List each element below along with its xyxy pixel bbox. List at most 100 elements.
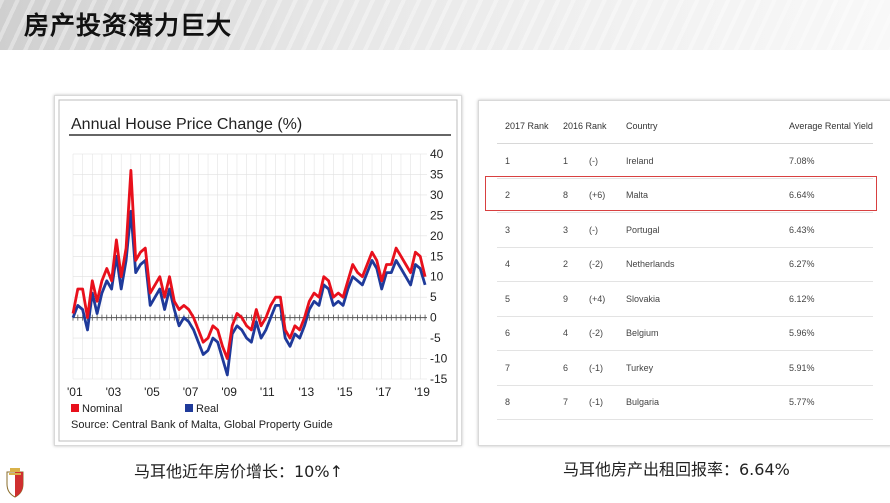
rank-change-value: (+6) [589, 190, 606, 201]
column-header: 2016 Rank [555, 109, 618, 144]
table-row: 7 6 (-1) Turkey 5.91% [497, 350, 873, 386]
table-row: 1 1 (-) Ireland 7.08% [497, 143, 873, 179]
y-tick-label: 25 [430, 208, 444, 222]
country-cell: Portugal [618, 212, 781, 248]
country-cell: Malta [618, 178, 781, 213]
table-row: 4 2 (-2) Netherlands 6.27% [497, 247, 873, 282]
y-tick-label: 10 [430, 270, 444, 284]
rank-2016-value: 7 [563, 397, 569, 408]
rank-change-value: (-) [589, 224, 598, 235]
rental-yield-caption: 马耳他房产出租回报率：6.64% [563, 460, 790, 479]
header-banner: 房产投资潜力巨大 [0, 0, 890, 50]
rank-2017-cell: 6 [497, 316, 555, 351]
rank-2016-value: 2 [563, 259, 569, 270]
yield-cell: 5.96% [781, 316, 873, 351]
y-tick-label: -5 [430, 331, 441, 345]
chart-axis [72, 314, 427, 321]
rank-change-value: (-) [589, 155, 598, 166]
chart-title: Annual House Price Change (%) [71, 116, 302, 133]
y-tick-label: 20 [430, 229, 444, 243]
x-tick-labels: '01 '03 '05 '07 '09 '11 '13 '15 '17 '19 [67, 385, 430, 399]
yield-cell: 5.91% [781, 350, 873, 386]
rank-2016-cell: 2 (-2) [555, 247, 618, 282]
rank-2017-cell: 1 [497, 143, 555, 179]
header-stripes [0, 0, 890, 50]
y-tick-label: 40 [430, 147, 444, 161]
yield-cell: 7.08% [781, 143, 873, 179]
table-header-row: 2017 Rank 2016 Rank Country Average Rent… [497, 109, 873, 144]
x-tick-label: '11 [260, 385, 275, 399]
rank-2016-cell: 7 (-1) [555, 385, 618, 420]
legend-swatch-nominal [71, 404, 79, 412]
rank-2016-cell: 8 (+6) [555, 178, 618, 213]
rank-change-value: (-1) [589, 397, 603, 408]
rental-yield-panel: 2017 Rank 2016 Rank Country Average Rent… [478, 100, 890, 446]
rank-2016-value: 8 [563, 190, 569, 201]
rank-change-value: (-1) [589, 362, 603, 373]
country-cell: Ireland [618, 143, 781, 179]
yield-cell: 6.12% [781, 281, 873, 317]
country-cell: Slovakia [618, 281, 781, 317]
rank-change-value: (+4) [589, 293, 606, 304]
rank-2017-cell: 4 [497, 247, 555, 282]
country-cell: Bulgaria [618, 385, 781, 420]
rank-2017-cell: 7 [497, 350, 555, 386]
x-tick-label: '09 [221, 385, 237, 399]
rank-2016-value: 3 [563, 224, 569, 235]
y-tick-label: 15 [430, 249, 444, 263]
yield-cell: 6.27% [781, 247, 873, 282]
legend-swatch-real [185, 404, 193, 412]
country-cell: Netherlands [618, 247, 781, 282]
x-tick-label: '07 [183, 385, 199, 399]
rental-yield-table: 2017 Rank 2016 Rank Country Average Rent… [497, 109, 873, 420]
column-header: Average Rental Yield [781, 109, 873, 144]
country-cell: Belgium [618, 316, 781, 351]
rank-change-value: (-2) [589, 328, 603, 339]
table-row: 6 4 (-2) Belgium 5.96% [497, 316, 873, 351]
rank-2017-cell: 3 [497, 212, 555, 248]
column-header: Country [618, 109, 781, 144]
x-tick-label: '01 [67, 385, 83, 399]
y-tick-label: 0 [430, 311, 437, 325]
price-change-chart: Annual House Price Change (%) 40 35 30 25 20… [58, 99, 458, 442]
country-cell: Turkey [618, 350, 781, 386]
table-row: 2 8 (+6) Malta 6.64% [497, 178, 873, 213]
x-tick-label: '17 [376, 385, 392, 399]
legend-label-real: Real [196, 403, 219, 415]
malta-highlight-box [485, 176, 877, 211]
rank-2016-value: 4 [563, 328, 569, 339]
chart-frame [58, 99, 458, 442]
series-line-real [71, 209, 427, 377]
chart-source: Source: Central Bank of Malta, Global Pr… [71, 419, 333, 431]
rank-2017-cell: 5 [497, 281, 555, 317]
column-header: 2017 Rank [497, 109, 555, 144]
y-tick-label: 5 [430, 290, 437, 304]
y-tick-label: -15 [430, 372, 448, 386]
rank-2016-cell: 4 (-2) [555, 316, 618, 351]
page-title: 房产投资潜力巨大 [24, 11, 233, 40]
y-tick-labels: 40 35 30 25 20 15 10 5 0 -5 -10 -15 [430, 147, 448, 386]
rank-2016-cell: 3 (-) [555, 212, 618, 248]
price-growth-caption: 马耳他近年房价增长：10%↑ [134, 462, 343, 481]
rank-2016-value: 1 [563, 155, 569, 166]
table-row: 5 9 (+4) Slovakia 6.12% [497, 281, 873, 317]
y-tick-label: -10 [430, 352, 448, 366]
rank-2016-cell: 6 (-1) [555, 350, 618, 386]
rank-2017-cell: 8 [497, 385, 555, 420]
y-tick-label: 35 [430, 167, 444, 181]
x-tick-label: '15 [337, 385, 353, 399]
legend-label-nominal: Nominal [82, 403, 122, 415]
rank-2016-value: 6 [563, 362, 569, 373]
x-tick-label: '13 [298, 385, 314, 399]
rank-2016-cell: 9 (+4) [555, 281, 618, 317]
yield-cell: 6.43% [781, 212, 873, 248]
rank-2016-value: 9 [563, 293, 569, 304]
series-line-nominal [71, 169, 427, 360]
rank-2017-cell: 2 [497, 178, 555, 213]
price-chart-panel: Annual House Price Change (%) 40 35 30 25 20… [54, 95, 462, 446]
malta-crest-icon [6, 468, 24, 498]
x-tick-label: '19 [414, 385, 430, 399]
yield-cell: 6.64% [781, 178, 873, 213]
x-tick-label: '05 [144, 385, 160, 399]
rank-change-value: (-2) [589, 259, 603, 270]
